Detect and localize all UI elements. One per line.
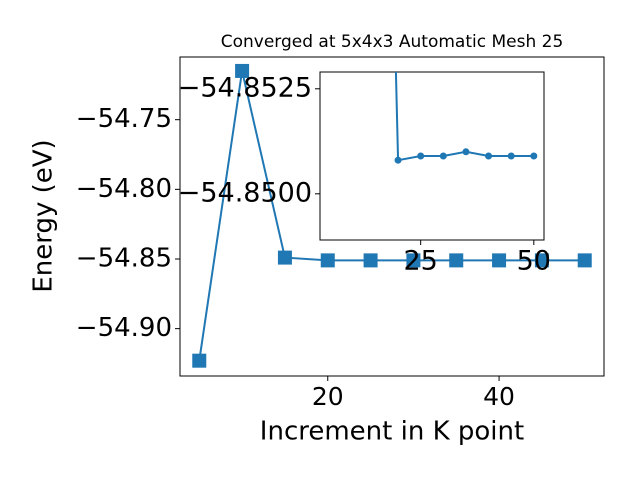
x-tick-label: 40 [483,382,515,411]
y-tick-label: −54.8525 [178,72,312,103]
line [394,72,534,162]
series [192,63,592,368]
marker [320,253,335,268]
y-tick-label: −54.8500 [178,177,312,208]
x-axis-label: Increment in K point [260,417,524,447]
y-tick-label: −54.75 [76,104,172,134]
marker [449,253,464,268]
marker [363,253,378,268]
marker [417,152,425,160]
marker [439,152,447,160]
y-tick-label: −54.90 [76,313,172,343]
x-tick-label: 20 [312,382,344,411]
chart-title: Converged at 5x4x3 Automatic Mesh 25 [221,32,564,52]
marker [277,250,292,265]
y-axis-label: Energy (eV) [29,139,59,292]
marker [192,353,207,368]
marker [534,253,549,268]
marker [485,152,493,160]
line [198,70,585,361]
marker [235,63,250,78]
marker [507,152,515,160]
marker [406,253,421,268]
marker [492,253,507,268]
x-tick-label: 50 [517,246,551,277]
marker [577,253,592,268]
y-tick-label: −54.85 [76,243,172,273]
marker [530,152,538,160]
series [394,72,538,164]
marker [394,156,402,164]
y-tick-label: −54.80 [76,174,172,204]
marker [462,148,470,156]
x-tick-label: 25 [404,246,438,277]
